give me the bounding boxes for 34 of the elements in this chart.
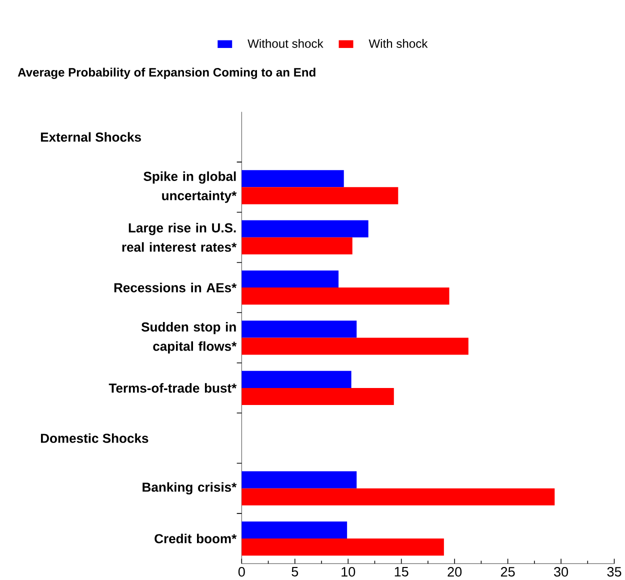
x-tick-label: 5 bbox=[292, 567, 298, 577]
bar bbox=[242, 170, 344, 188]
legend-label: With shock bbox=[368, 39, 428, 48]
bar bbox=[242, 270, 339, 288]
y-tick-label: Banking crisis* bbox=[142, 482, 237, 495]
y-tick-label: Spike in global uncertainty* bbox=[144, 172, 237, 203]
x-tick-label: 0 bbox=[238, 567, 245, 577]
text: Domestic Shocks bbox=[40, 433, 148, 444]
x-tick-label: 35 bbox=[607, 567, 622, 577]
bar bbox=[242, 370, 352, 388]
bar bbox=[242, 338, 468, 355]
bar bbox=[242, 320, 357, 338]
bar bbox=[242, 288, 450, 305]
y-tick-label: Sudden stop in capital flows* bbox=[141, 322, 237, 354]
bar bbox=[242, 522, 348, 539]
x-tick-label: 10 bbox=[342, 567, 356, 577]
y-tick-label: Recessions in AEs* bbox=[114, 282, 237, 292]
x-tick-label: 20 bbox=[448, 567, 462, 577]
legend-label: Without shock bbox=[248, 39, 324, 48]
chart-title: Average Probability of Expansion Coming to an End bbox=[18, 68, 316, 80]
y-tick-label: Credit boom* bbox=[154, 534, 237, 544]
text: External Shocks bbox=[40, 132, 141, 142]
bar bbox=[242, 237, 352, 255]
x-tick-label: 30 bbox=[554, 567, 568, 577]
bar bbox=[242, 538, 444, 556]
x-tick-label: 15 bbox=[394, 567, 408, 577]
y-tick-label: Large rise in U.S. real interest rates* bbox=[122, 223, 237, 252]
y-tick-label: Terms-of-trade bust* bbox=[108, 383, 237, 393]
x-tick-label: 25 bbox=[500, 567, 515, 577]
bar bbox=[242, 187, 398, 204]
bar bbox=[242, 388, 394, 406]
bar bbox=[242, 220, 368, 238]
bar bbox=[242, 471, 357, 488]
bar bbox=[242, 488, 555, 506]
